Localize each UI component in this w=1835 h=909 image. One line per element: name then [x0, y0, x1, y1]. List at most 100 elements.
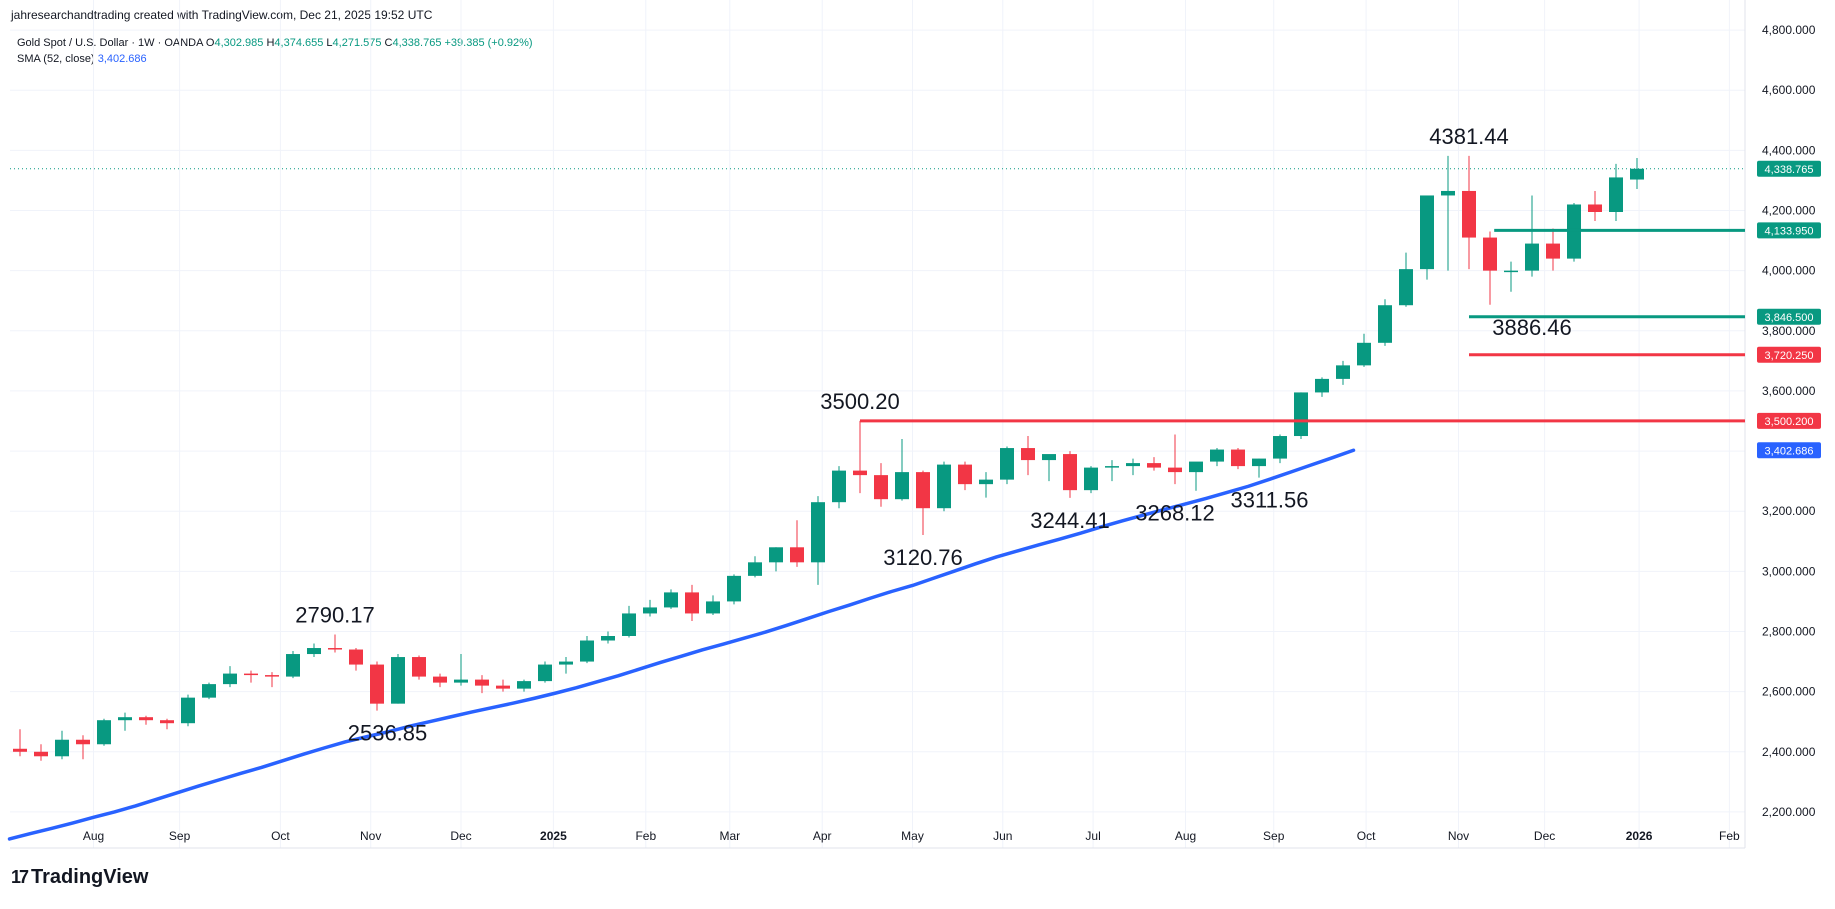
sma-series — [7, 448, 1356, 841]
candle-body — [895, 472, 909, 500]
candle-body — [370, 664, 384, 704]
y-tick-label: 2,400.000 — [1762, 745, 1816, 759]
candle-body — [118, 717, 132, 721]
candle-body — [853, 470, 867, 476]
x-tick-label: Oct — [1357, 829, 1376, 843]
price-annotations: 2790.17 2536.85 3500.20 3120.76 3244.41 3268.… — [295, 124, 1572, 746]
candle-body — [160, 720, 174, 724]
price-tag-label: 3,402.686 — [1765, 445, 1814, 457]
level-price-tag-label: 3,720.250 — [1765, 350, 1814, 362]
price-annotation: 3120.76 — [883, 545, 963, 570]
candle-body — [706, 601, 720, 614]
price-tag — [1757, 160, 1821, 177]
candle-body — [622, 613, 636, 636]
candle-body — [1210, 449, 1224, 462]
x-tick-label: Aug — [1175, 829, 1196, 843]
legend-sma-value: 3,402.686 — [97, 53, 147, 65]
price-annotation: 2536.85 — [348, 721, 428, 746]
x-tick-label: 2026 — [1626, 829, 1653, 843]
legend: Gold Spot / U.S. Dollar · 1W · OANDA O4,… — [17, 35, 533, 67]
candle-body — [286, 654, 300, 677]
candle-body — [244, 673, 258, 676]
candle-body — [1630, 168, 1644, 180]
candle-body — [1042, 454, 1056, 461]
x-tick-label: Dec — [1534, 829, 1555, 843]
y-tick-label: 3,800.000 — [1762, 324, 1816, 338]
price-annotation: 2790.17 — [295, 602, 375, 627]
candle-body — [265, 675, 279, 677]
y-tick-label: 2,800.000 — [1762, 624, 1816, 638]
candle-body — [664, 592, 678, 608]
candle-body — [874, 475, 888, 500]
y-tick-label: 4,400.000 — [1762, 143, 1816, 157]
candle-body — [916, 472, 930, 509]
candle-body — [391, 657, 405, 704]
price-annotation: 3886.46 — [1492, 315, 1572, 340]
candle-body — [412, 657, 426, 677]
y-tick-label: 4,800.000 — [1762, 23, 1816, 37]
candle-body — [1063, 454, 1077, 491]
tradingview-brand[interactable]: 17 TradingView — [11, 866, 148, 889]
candle-body — [433, 676, 447, 683]
legend-high-value: 4,374.655 — [274, 37, 324, 49]
legend-open-value: 4,302.985 — [214, 37, 264, 49]
level-price-tag — [1757, 412, 1821, 429]
candle-body — [1252, 458, 1266, 467]
candle-body — [349, 649, 363, 665]
y-tick-label: 4,000.000 — [1762, 264, 1816, 278]
x-tick-label: Feb — [635, 829, 656, 843]
level-price-tag — [1757, 222, 1821, 239]
candle-body — [685, 592, 699, 614]
price-axis-tags: 3,500.200 3,720.250 3,846.500 4,133.950 4,33… — [1757, 160, 1821, 459]
candle-body — [181, 697, 195, 724]
candle-body — [643, 607, 657, 614]
level-price-tag-label: 4,133.950 — [1765, 225, 1814, 237]
candle-body — [1378, 305, 1392, 343]
x-tick-label: Oct — [271, 829, 290, 843]
candle-body — [1168, 467, 1182, 473]
x-tick-label: May — [901, 829, 924, 843]
candle-body — [202, 684, 216, 698]
legend-sma-label[interactable]: SMA (52, close) — [17, 53, 95, 65]
horizontal-lines — [10, 168, 1745, 423]
candle-body — [139, 717, 153, 721]
price-annotation: 4381.44 — [1429, 124, 1509, 149]
price-annotation: 3311.56 — [1231, 488, 1309, 513]
x-tick-label: Dec — [450, 829, 471, 843]
candle-body — [1588, 204, 1602, 212]
level-price-tag — [1757, 346, 1821, 363]
candle-body — [97, 720, 111, 745]
candle-body — [328, 648, 342, 650]
candle-body — [1546, 243, 1560, 259]
legend-symbol[interactable]: Gold Spot / U.S. Dollar · 1W · OANDA — [17, 37, 203, 49]
candle-body — [748, 562, 762, 576]
x-tick-label: Sep — [169, 829, 191, 843]
legend-high-label: H — [266, 37, 275, 49]
candle-body — [1357, 342, 1371, 366]
y-tick-label: 3,600.000 — [1762, 384, 1816, 398]
chart-credit: jahresearchandtrading created with Tradi… — [11, 8, 433, 22]
candle-body — [1315, 378, 1329, 393]
candle-body — [769, 547, 783, 563]
candle-body — [811, 502, 825, 563]
y-tick-label: 2,200.000 — [1762, 805, 1816, 819]
candle-body — [307, 648, 321, 655]
candle-body — [1273, 436, 1287, 459]
candle-body — [1483, 237, 1497, 271]
x-tick-label: 2025 — [540, 829, 567, 843]
sma-line — [7, 448, 1356, 841]
price-tag — [1757, 442, 1821, 459]
candle-body — [76, 739, 90, 745]
candle-body — [832, 470, 846, 503]
x-tick-label: Sep — [1263, 829, 1285, 843]
candle-body — [1084, 467, 1098, 491]
candle-body — [1609, 177, 1623, 212]
x-tick-label: Nov — [1448, 829, 1469, 843]
candle-body — [538, 664, 552, 682]
price-annotation: 3500.20 — [820, 389, 900, 414]
candle-body — [475, 679, 489, 686]
tradingview-wordmark: TradingView — [31, 866, 149, 888]
y-tick-label: 3,200.000 — [1762, 504, 1816, 518]
x-tick-label: Feb — [1719, 829, 1740, 843]
